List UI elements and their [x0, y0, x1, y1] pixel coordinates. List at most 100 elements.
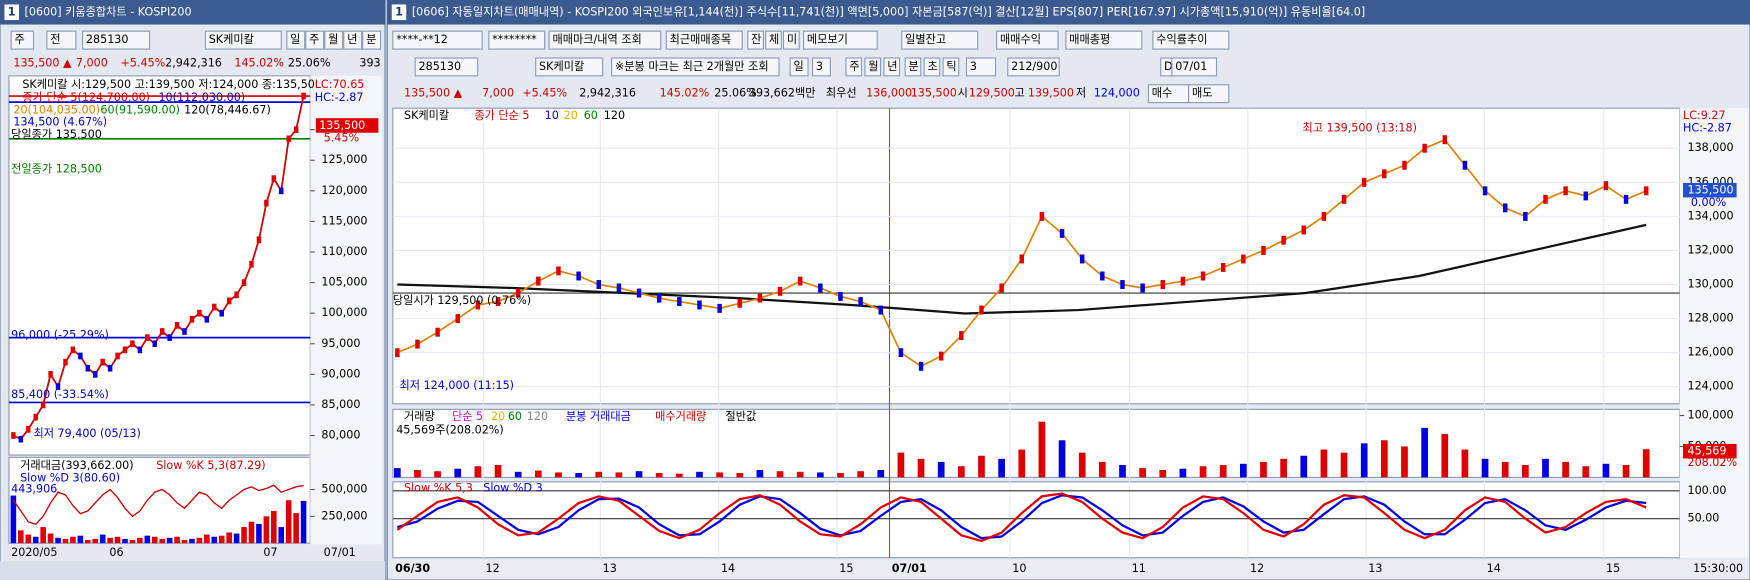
volume-bar [1119, 465, 1126, 478]
toolbar-item-box[interactable] [883, 57, 901, 77]
candle [1482, 186, 1488, 196]
candle [279, 187, 284, 195]
toolbar-item-box[interactable] [845, 57, 863, 77]
candle [1643, 186, 1649, 196]
sell-button: 매도 [1192, 87, 1213, 100]
toolbar-item-box[interactable] [923, 57, 941, 77]
toolbar-item-box[interactable] [1065, 30, 1143, 50]
volume-bar [1038, 421, 1046, 478]
candle [1100, 271, 1105, 281]
chart-legend: 96,000 (-25.29%) [11, 329, 109, 342]
candle [122, 346, 128, 354]
toolbar-item-box[interactable] [414, 57, 479, 77]
volume-bar [534, 470, 542, 478]
toolbar-item-box[interactable] [665, 30, 743, 50]
volume-bar [978, 455, 985, 478]
candle [1200, 271, 1206, 281]
toolbar-item: 일 [290, 32, 300, 46]
toolbar-item-box[interactable] [1152, 30, 1230, 50]
toolbar-item-box[interactable] [392, 30, 483, 50]
volume-bar [575, 473, 582, 478]
date-label: 13 [1368, 562, 1382, 575]
candle [1523, 211, 1528, 221]
sell-button-box[interactable] [1188, 84, 1230, 104]
toolbar-item-box[interactable] [286, 30, 306, 50]
right-stoch-pane [392, 481, 1681, 559]
candle [1462, 160, 1468, 170]
volume-bar [1360, 443, 1368, 478]
candle [1583, 191, 1589, 201]
candle [212, 303, 217, 311]
volume-bar [998, 458, 1005, 478]
toolbar-item-box[interactable] [942, 57, 960, 77]
toolbar-item-box[interactable] [965, 57, 997, 77]
candle [1180, 276, 1186, 286]
date-label: 07/01 [892, 562, 927, 575]
candle [167, 334, 172, 341]
candle [18, 435, 24, 443]
toolbar-item-box[interactable] [803, 30, 878, 50]
toolbar-item-box[interactable] [548, 30, 662, 50]
candle [1059, 228, 1065, 238]
candle [818, 283, 823, 293]
toolbar-item-box[interactable] [535, 57, 604, 77]
quote-field: 129,500 [969, 87, 1015, 100]
toolbar-item-box[interactable] [343, 30, 363, 50]
toolbar-item-box[interactable] [1007, 57, 1060, 77]
toolbar-item-box[interactable] [864, 57, 882, 77]
volume-legend: 매수거래량 [655, 410, 706, 423]
volume-bar [595, 471, 603, 478]
toolbar-item-box[interactable] [782, 30, 800, 50]
pane-legend: Slow %D 3(80.60) [20, 472, 120, 485]
candle [717, 303, 722, 313]
volume-bar [166, 537, 173, 544]
quote-field: 135,500 ▲ [13, 57, 72, 70]
candle [576, 271, 581, 281]
volume-bar [271, 510, 277, 544]
toolbar-item-box[interactable] [324, 30, 344, 50]
candle [596, 280, 601, 289]
candle [264, 199, 269, 207]
toolbar-item-box[interactable] [811, 57, 831, 77]
chart-legend: 전일종가 128,500 [11, 162, 102, 176]
toolbar-item-box[interactable] [10, 30, 35, 50]
candle [137, 346, 143, 354]
toolbar-item-box[interactable] [765, 30, 782, 50]
quote-field: 124,000 [1094, 87, 1140, 100]
toolbar-item-box[interactable] [488, 30, 546, 50]
toolbar-item-box[interactable] [996, 30, 1059, 50]
stoch-legend: Slow %D 3 [483, 482, 542, 495]
toolbar-item: 매매총평 [1069, 33, 1110, 46]
volume-bar [1260, 461, 1267, 478]
candle [1079, 254, 1085, 264]
candle [11, 432, 16, 439]
toolbar-item: 212/900 [1011, 60, 1057, 73]
toolbar-item-box[interactable] [901, 30, 979, 50]
volume-bar [92, 538, 99, 544]
candle [1382, 169, 1387, 179]
toolbar-item-box[interactable] [204, 30, 282, 50]
candle [1321, 211, 1327, 221]
candle [878, 305, 883, 315]
candle [1341, 194, 1347, 204]
window-number: 1 [8, 5, 16, 18]
candle [33, 413, 38, 421]
candle [1301, 225, 1307, 235]
toolbar-item-box[interactable] [904, 57, 922, 77]
candle [697, 300, 702, 310]
toolbar-item-box[interactable] [305, 30, 325, 50]
annotation: 최고 139,500 (13:18) [1302, 121, 1416, 134]
toolbar-item-box[interactable] [611, 57, 780, 77]
candle [636, 288, 642, 298]
y-tick-label: 138,000 [1687, 141, 1733, 154]
chart-legend: HC:-2.87 [315, 91, 364, 104]
candle [616, 283, 622, 293]
toolbar-item-box[interactable] [46, 30, 77, 50]
toolbar-item: 월 [868, 60, 878, 73]
toolbar-item-box[interactable] [789, 57, 809, 77]
toolbar-item-box[interactable] [362, 30, 382, 50]
toolbar-item-box[interactable] [1171, 57, 1218, 77]
toolbar-item-box[interactable] [82, 30, 151, 50]
toolbar-item-box[interactable] [747, 30, 764, 50]
